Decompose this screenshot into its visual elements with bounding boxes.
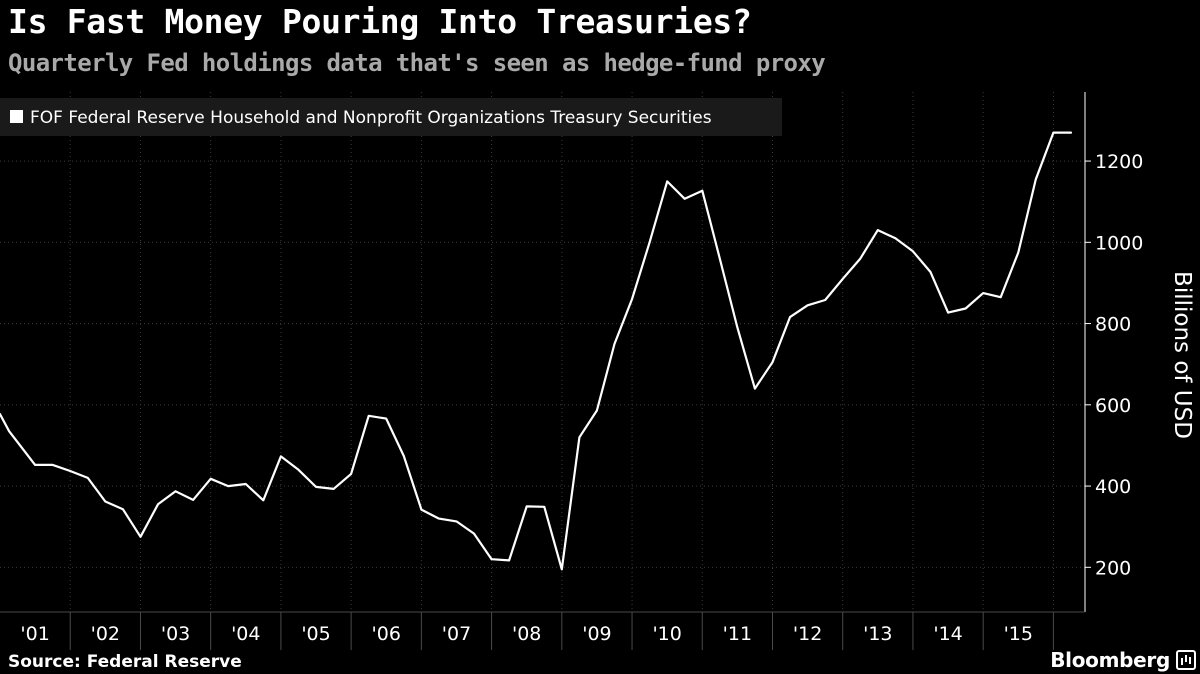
x-tick-label: '13 [863,623,892,645]
legend-label: FOF Federal Reserve Household and Nonpro… [30,108,712,128]
brand-name: Bloomberg [1050,648,1170,672]
y-tick-label: 800 [1095,314,1131,336]
axis-layer: 200 400 600 800 1000 1200 '01 '02 '03 '04 '05 '06 '0… [0,92,1143,650]
x-tick-label: '15 [1004,623,1033,645]
x-tick-label: '10 [652,623,681,645]
chart-title: Is Fast Money Pouring Into Treasuries? [8,2,752,41]
chart-subtitle: Quarterly Fed holdings data that's seen … [8,49,826,77]
series-layer [0,131,1073,571]
x-tick-label: '11 [723,623,752,645]
legend: FOF Federal Reserve Household and Nonpro… [0,98,782,136]
x-tick-label: '09 [582,623,611,645]
x-tick-label: '12 [793,623,822,645]
legend-swatch [10,110,23,123]
x-tick-label: '08 [512,623,541,645]
x-tick-label: '01 [20,623,49,645]
brand: Bloomberg [1050,648,1196,672]
y-tick-label: 1000 [1095,232,1143,254]
x-tick-label: '05 [301,623,330,645]
grid-layer [0,92,1085,612]
y-tick-label: 200 [1095,557,1131,579]
x-tick-label: '14 [933,623,962,645]
y-axis-label: Billions of USD [1169,271,1195,439]
x-tick-label: '06 [372,623,401,645]
y-tick-label: 1200 [1095,151,1143,173]
source-note: Source: Federal Reserve [8,652,242,672]
x-tick-label: '02 [91,623,120,645]
series-line [0,131,1073,571]
y-tick-label: 600 [1095,395,1131,417]
x-tick-label: '04 [231,623,260,645]
y-tick-label: 400 [1095,476,1131,498]
legend-background [0,98,782,136]
x-tick-label: '03 [161,623,190,645]
bloomberg-logo-icon [1176,650,1196,670]
x-tick-label: '07 [442,623,471,645]
